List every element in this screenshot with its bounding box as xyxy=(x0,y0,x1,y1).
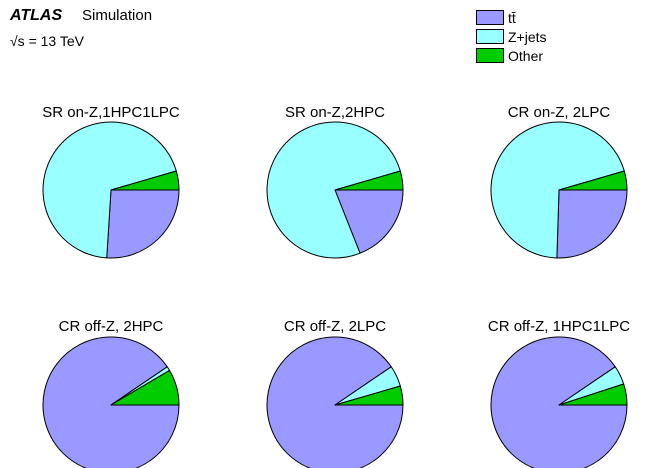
pie-6-slice-ttbar xyxy=(490,336,628,468)
legend-item-other: Other xyxy=(476,46,547,65)
pie-title-6: CR off-Z, 1HPC1LPC xyxy=(487,318,631,335)
pie-title-3: CR on-Z, 2LPC xyxy=(507,104,611,121)
pie-title-4: CR off-Z, 2HPC xyxy=(58,318,164,335)
legend-label-other: Other xyxy=(508,47,544,64)
pie-3-slice-other xyxy=(558,170,628,191)
pie-1-slice-ttbar xyxy=(106,189,180,259)
pie-6-slice-other xyxy=(558,383,628,406)
legend-item-ttbar: tt̄ xyxy=(476,8,547,27)
pie-title-5: CR off-Z, 2LPC xyxy=(283,318,387,335)
pie-1-slice-other xyxy=(110,170,180,191)
experiment-label: ATLAS xyxy=(10,7,63,24)
pie-title-1: SR on-Z,1HPC1LPC xyxy=(42,104,180,121)
legend-swatch-other xyxy=(476,48,504,63)
pie-4-slice-ttbar xyxy=(42,336,180,468)
pie-title-2: SR on-Z,2HPC xyxy=(284,104,386,121)
pie-3-slice-zjets xyxy=(490,121,625,259)
legend-item-zjets: Z+jets xyxy=(476,27,547,46)
pie-1-slice-zjets xyxy=(42,121,177,259)
pie-2-slice-zjets xyxy=(266,121,401,259)
legend-label-ttbar: tt̄ xyxy=(508,9,516,26)
pie-4-slice-other xyxy=(110,369,180,406)
pie-2-slice-other xyxy=(334,170,404,191)
legend-swatch-zjets xyxy=(476,29,504,44)
energy-label: √s = 13 TeV xyxy=(10,33,84,49)
pie-2-slice-ttbar xyxy=(334,189,404,254)
legend-swatch-ttbar xyxy=(476,10,504,25)
legend: tt̄ Z+jets Other xyxy=(476,8,547,65)
pie-3-slice-ttbar xyxy=(556,189,628,259)
pie-5-slice-other xyxy=(334,385,404,406)
status-label: Simulation xyxy=(82,7,153,24)
pie-5-slice-ttbar xyxy=(266,336,404,468)
legend-label-zjets: Z+jets xyxy=(508,28,547,45)
